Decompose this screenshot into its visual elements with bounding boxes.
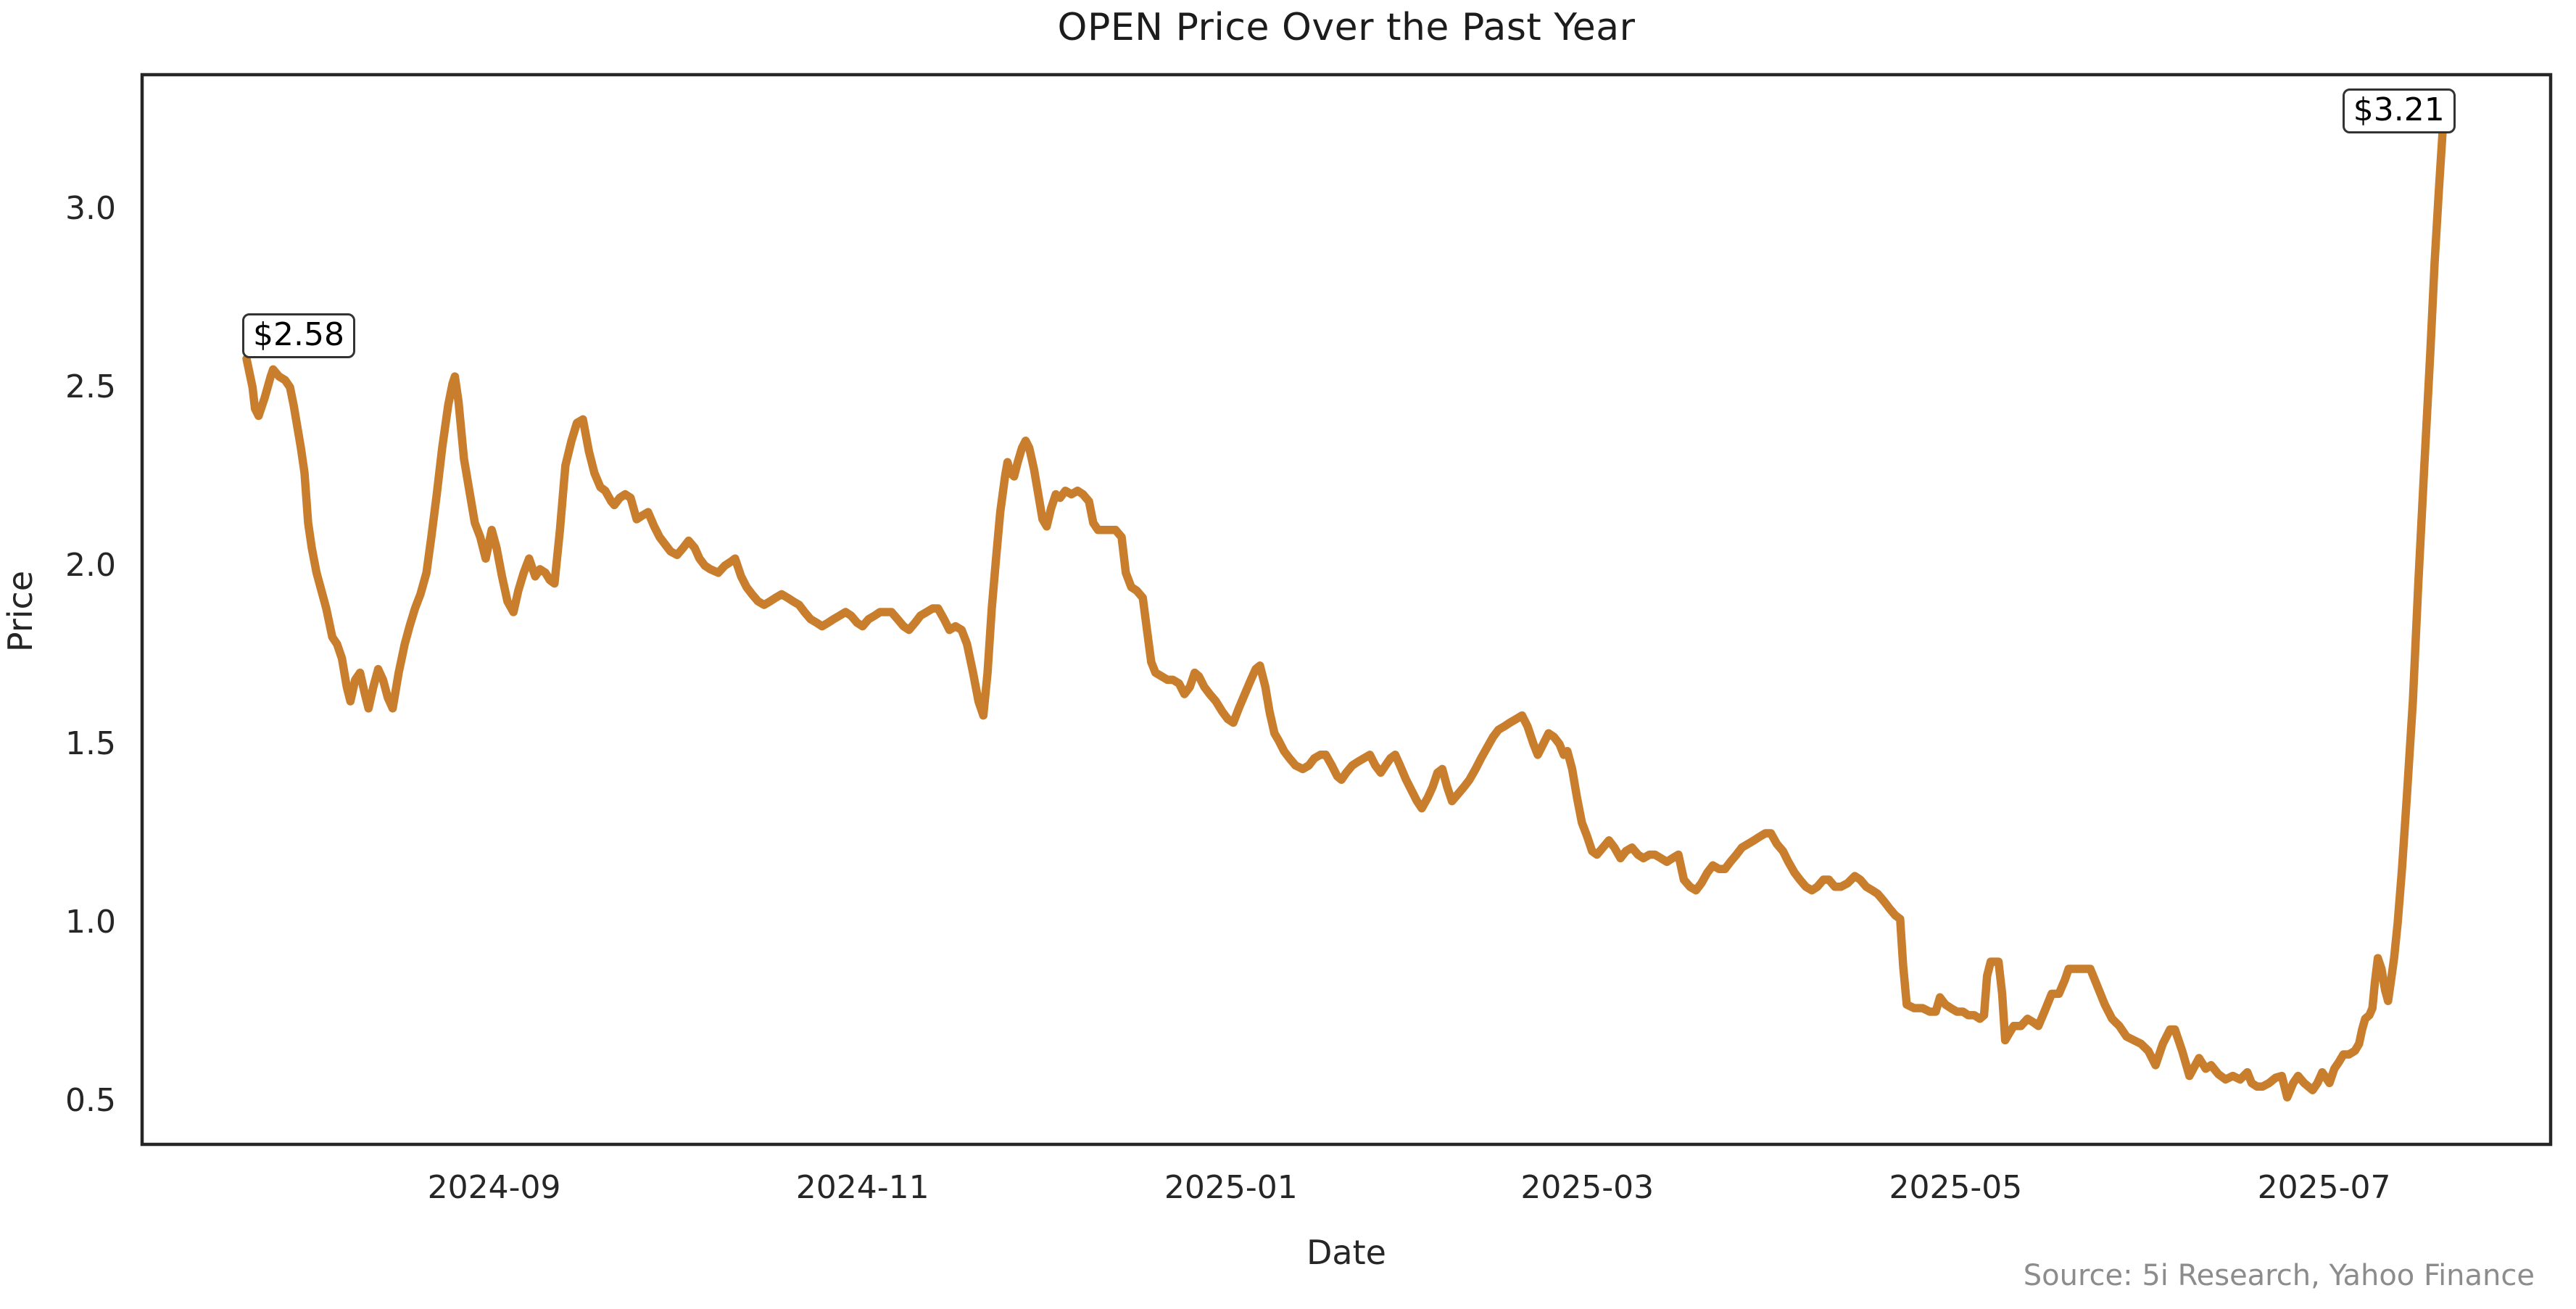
chart-title: OPEN Price Over the Past Year bbox=[1057, 6, 1636, 49]
x-tick-label: 2024-09 bbox=[427, 1169, 561, 1206]
annotation-end-price: $3.21 bbox=[2342, 88, 2456, 133]
x-tick-label: 2024-11 bbox=[795, 1169, 929, 1206]
y-tick-label: 2.0 bbox=[65, 547, 116, 584]
source-note: Source: 5i Research, Yahoo Finance bbox=[2023, 1259, 2535, 1292]
x-tick-label: 2025-05 bbox=[1889, 1169, 2023, 1206]
price-line-series bbox=[242, 129, 2447, 1102]
x-tick-label: 2025-03 bbox=[1520, 1169, 1654, 1206]
y-tick-label: 2.5 bbox=[65, 368, 116, 405]
y-tick-label: 1.5 bbox=[65, 725, 116, 762]
annotation-end-price-label: $3.21 bbox=[2353, 91, 2445, 128]
axes-frame bbox=[140, 73, 2553, 1147]
x-axis-label: Date bbox=[1306, 1233, 1386, 1272]
y-tick-label: 0.5 bbox=[65, 1082, 116, 1119]
y-tick-label: 3.0 bbox=[65, 190, 116, 227]
annotation-start-price: $2.58 bbox=[242, 313, 355, 358]
x-tick-label: 2025-01 bbox=[1164, 1169, 1298, 1206]
y-tick-label: 1.0 bbox=[65, 904, 116, 941]
annotation-start-price-label: $2.58 bbox=[253, 315, 344, 353]
x-tick-label: 2025-07 bbox=[2257, 1169, 2391, 1206]
